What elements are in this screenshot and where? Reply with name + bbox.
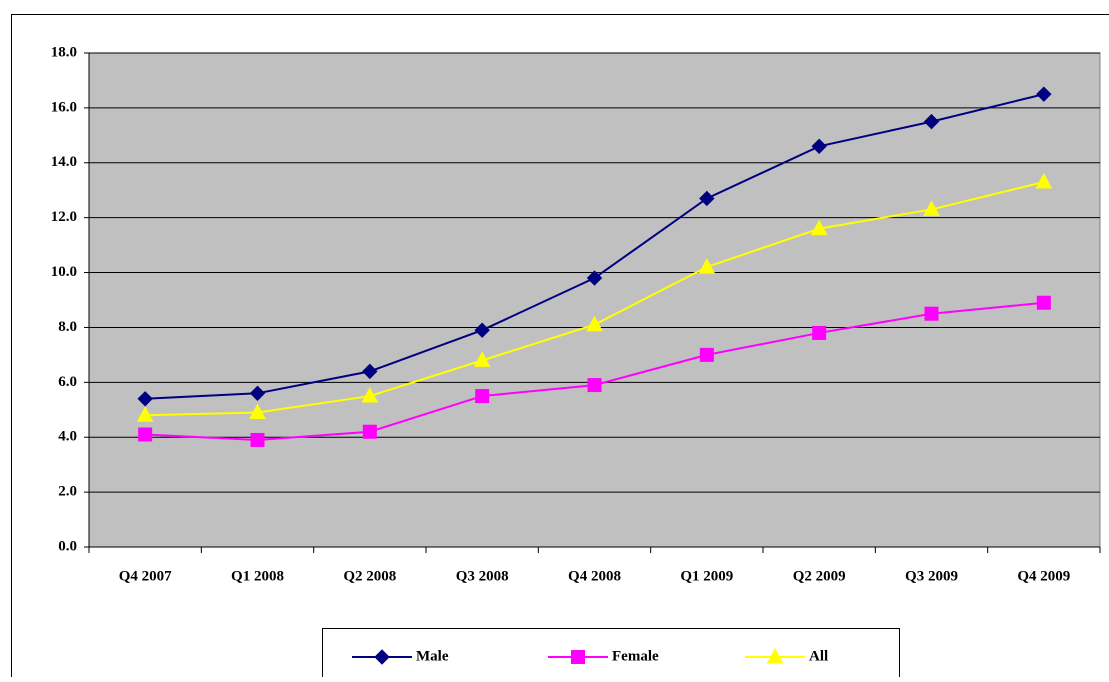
data-point — [363, 425, 376, 438]
y-tick-label: 4.0 — [58, 429, 77, 445]
data-point — [588, 379, 601, 392]
x-tick-label: Q3 2009 — [905, 568, 958, 584]
y-tick-label: 6.0 — [58, 374, 77, 390]
x-tick-label: Q2 2009 — [793, 568, 846, 584]
y-tick-label: 8.0 — [58, 319, 77, 335]
x-tick-label: Q3 2008 — [456, 568, 509, 584]
data-point — [139, 428, 152, 441]
legend-label: Male — [416, 648, 449, 664]
legend-marker — [572, 651, 585, 664]
y-tick-label: 10.0 — [51, 264, 77, 280]
y-tick-label: 2.0 — [58, 484, 77, 500]
y-tick-label: 18.0 — [51, 44, 77, 60]
y-tick-label: 14.0 — [51, 154, 77, 170]
y-tick-label: 12.0 — [51, 209, 77, 225]
x-tick-label: Q4 2007 — [119, 568, 172, 584]
x-tick-label: Q1 2009 — [680, 568, 733, 584]
x-tick-label: Q1 2008 — [231, 568, 284, 584]
data-point — [1037, 296, 1050, 309]
y-tick-label: 0.0 — [58, 538, 77, 554]
legend-label: All — [809, 648, 828, 664]
legend-label: Female — [612, 648, 659, 664]
x-tick-label: Q4 2009 — [1017, 568, 1070, 584]
data-point — [813, 326, 826, 339]
data-point — [925, 307, 938, 320]
data-point — [476, 390, 489, 403]
y-tick-label: 16.0 — [51, 99, 77, 115]
x-tick-label: Q4 2008 — [568, 568, 621, 584]
data-point — [251, 433, 264, 446]
plot-area — [89, 53, 1100, 547]
data-point — [700, 348, 713, 361]
x-tick-label: Q2 2008 — [343, 568, 396, 584]
